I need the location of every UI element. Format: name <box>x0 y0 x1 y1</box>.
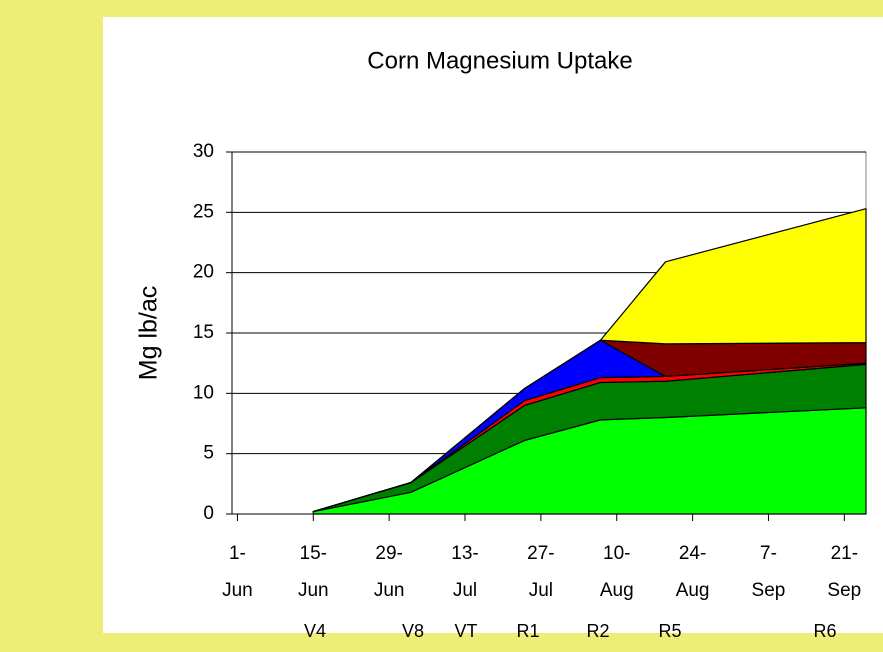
area <box>312 208 867 513</box>
y-tick-label: 10 <box>193 382 214 403</box>
y-axis-label: Mg lb/ac <box>135 286 163 380</box>
y-tick-label: 0 <box>203 503 214 524</box>
stage-label: VT <box>454 621 478 641</box>
x-tick-label: 29-Jun <box>373 543 405 601</box>
stage-label: V4 <box>303 621 327 641</box>
stage-label: R6 <box>813 621 837 641</box>
x-tick-label: 1-Jun <box>222 543 253 601</box>
x-tick-label: 13-Jul <box>451 543 479 601</box>
stage-label: V8 <box>401 621 425 641</box>
y-tick-label: 15 <box>193 322 214 343</box>
chart-title: Corn Magnesium Uptake <box>367 47 632 74</box>
stage-label: R5 <box>658 621 682 641</box>
stage-label: R1 <box>516 621 540 641</box>
x-tick-label: 27-Jul <box>527 543 555 601</box>
y-tick-label: 20 <box>193 262 214 283</box>
x-tick-label: 24-Aug <box>675 543 710 601</box>
stage-label: R2 <box>586 621 610 641</box>
y-tick-label: 30 <box>193 141 214 162</box>
x-tick-label: 10-Aug <box>599 543 634 601</box>
x-tick-label: 15-Jun <box>297 543 329 601</box>
area <box>312 407 867 515</box>
y-tick-label: 5 <box>203 443 214 464</box>
y-tick-label: 25 <box>193 201 214 222</box>
x-tick-label: 7-Sep <box>751 543 786 601</box>
x-tick-label: 21-Sep <box>827 543 862 601</box>
